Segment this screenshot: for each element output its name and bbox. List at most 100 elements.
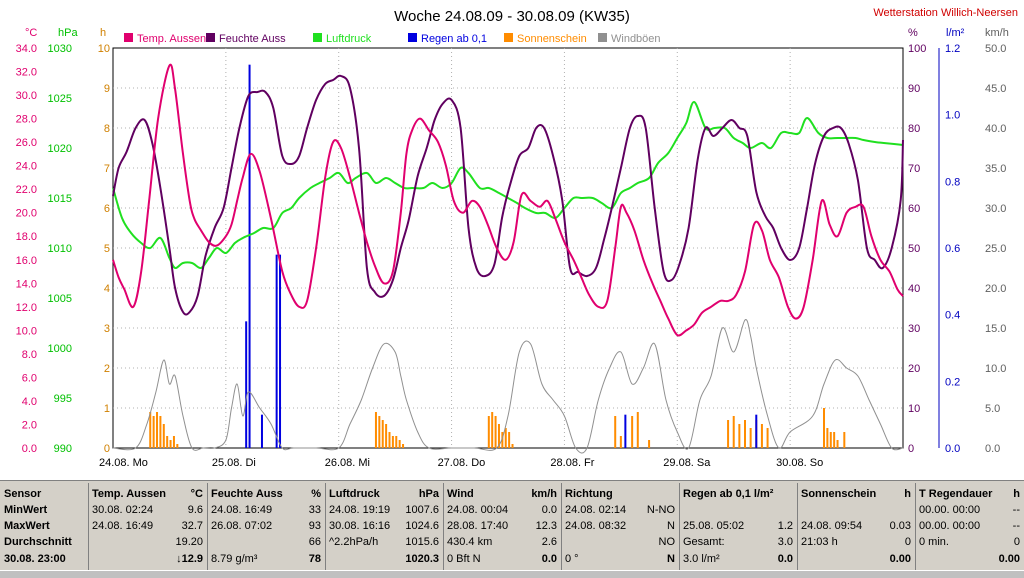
table-row: 24.08. 16:49 32.7 xyxy=(92,519,203,534)
table-row: ↓12.9 xyxy=(92,552,203,567)
x-tick-label: 30.08. So xyxy=(776,457,823,469)
bar-sun xyxy=(159,416,162,448)
axis-tick-label-pressure: 1015 xyxy=(48,193,72,205)
cell-value: 2.6 xyxy=(541,536,557,548)
axis-tick-label-temp: 14.0 xyxy=(16,278,37,290)
bar-sun xyxy=(172,436,175,448)
table-row: 24.08. 02:14 N-NO xyxy=(565,503,675,518)
cell-label: 24.08. 00:04 xyxy=(447,504,509,516)
axis-tick-label-temp: 10.0 xyxy=(16,325,37,337)
row-label: Sensor xyxy=(4,488,42,500)
bar-sun xyxy=(162,424,165,448)
row-label: Durchschnitt xyxy=(4,536,72,548)
axis-tick-label-humidity: 20 xyxy=(908,363,920,375)
cell-label: ^2.2hPa/h xyxy=(329,536,379,548)
bar-sun xyxy=(636,412,639,448)
table-column: Temp. Aussen °C 30.08. 02:24 9.6 24.08. 16:4… xyxy=(88,483,208,573)
legend-swatch xyxy=(408,33,417,42)
axis-tick-label-temp: 24.0 xyxy=(16,161,37,173)
table-row-labels: Sensor MinWert MaxWert Durchschnitt 30.0… xyxy=(0,483,89,573)
cell-value: ↓12.9 xyxy=(176,553,203,565)
cell-label: 0 min. xyxy=(919,536,949,548)
legend-swatch xyxy=(313,33,322,42)
bar-sun xyxy=(823,408,825,448)
table-column: Richtung 24.08. 02:14 N-NO 24.08. 08:32 N NO 0… xyxy=(561,483,680,573)
table-row: 00.00. 00:00 -- xyxy=(919,519,1020,534)
table-row: 0 min. 0 xyxy=(919,535,1020,550)
column-header-unit: % xyxy=(311,488,321,500)
axis-tick-label-pressure: 1020 xyxy=(48,143,72,155)
cell-label: 30.08. 02:24 xyxy=(92,504,154,516)
x-tick-label: 29.08. Sa xyxy=(663,457,711,469)
cell-label: 430.4 km xyxy=(447,536,493,548)
axis-tick-label-pressure: 1030 xyxy=(48,43,72,55)
cell-value: 0.0 xyxy=(777,553,793,565)
cell-value: 32.7 xyxy=(181,520,203,532)
bar-sun xyxy=(738,424,741,448)
cell-value: 0.00 xyxy=(998,553,1020,565)
row-label: MaxWert xyxy=(4,520,50,532)
table-column: Luftdruck hPa 24.08. 19:19 1007.6 30.08. 16:… xyxy=(325,483,444,573)
bar-rain xyxy=(624,414,627,448)
cell-value: 9.6 xyxy=(187,504,203,516)
axis-tick-label-wind: 35.0 xyxy=(985,163,1006,175)
column-header-label: Wind xyxy=(447,488,474,500)
column-header-label: Richtung xyxy=(565,488,613,500)
axis-tick-label-temp: 0.0 xyxy=(22,443,37,455)
table-row: 21:03 h 0 xyxy=(801,535,911,550)
bar-sun xyxy=(631,416,634,448)
bar-sun xyxy=(391,436,394,448)
chart-title: Woche 24.08.09 - 30.08.09 (KW35) xyxy=(394,8,630,25)
chart-grid xyxy=(112,47,904,449)
cell-value: NO xyxy=(658,536,676,548)
legend-label: Temp. Aussen xyxy=(137,33,206,45)
column-header: Sonnenschein h xyxy=(801,487,911,502)
cell-label: 24.08. 02:14 xyxy=(565,504,627,516)
cell-value: 78 xyxy=(308,553,321,565)
column-header-label: T Regendauer xyxy=(919,488,993,500)
axis-tick-label-temp: 34.0 xyxy=(16,43,37,55)
table-row: 66 xyxy=(211,535,321,550)
bar-rain xyxy=(279,254,282,448)
bar-sun xyxy=(511,444,514,448)
axis-tick-label-humidity: 30 xyxy=(908,323,920,335)
bar-sun xyxy=(176,444,179,448)
axis-tick-label-pressure: 1000 xyxy=(48,343,72,355)
bar-sun xyxy=(487,416,490,448)
bar-sun xyxy=(829,432,832,448)
axis-tick-label-humidity: 90 xyxy=(908,83,920,95)
bar-sun xyxy=(843,432,846,448)
column-header: Richtung xyxy=(565,487,675,502)
cell-value: 0 xyxy=(904,536,911,548)
axis-tick-label-temp: 32.0 xyxy=(16,67,37,79)
summary-table: Sensor MinWert MaxWert Durchschnitt 30.0… xyxy=(0,480,1024,578)
column-header-unit: h xyxy=(1013,488,1020,500)
x-tick-label: 24.08. Mo xyxy=(99,457,148,469)
axis-unit-wind: km/h xyxy=(985,27,1009,39)
cell-value: N xyxy=(667,520,675,532)
bar-sun xyxy=(504,428,507,448)
cell-value: -- xyxy=(1012,520,1020,532)
bar-sun xyxy=(395,436,398,448)
x-tick-label: 26.08. Mi xyxy=(325,457,370,469)
bar-sun xyxy=(378,416,381,448)
table-row: 25.08. 05:02 1.2 xyxy=(683,519,793,534)
axis-tick-label-humidity: 80 xyxy=(908,123,920,135)
legend-label: Luftdruck xyxy=(326,33,372,45)
legend-swatch xyxy=(598,33,607,42)
axis-unit-temp: °C xyxy=(25,27,37,39)
table-row: 0 Bft N 0.0 xyxy=(447,552,557,567)
table-row xyxy=(683,503,793,518)
axis-tick-label-temp: 22.0 xyxy=(16,184,37,196)
cell-value: 1015.6 xyxy=(405,536,439,548)
axis-tick-label-sun: 6 xyxy=(104,203,110,215)
table-column: Regen ab 0,1 l/m² 25.08. 05:02 1.2 Gesamt: 3… xyxy=(679,483,798,573)
legend-swatch xyxy=(124,33,133,42)
cell-value: N-NO xyxy=(646,504,675,516)
cell-label: 8.79 g/m³ xyxy=(211,553,258,565)
table-row: 24.08. 09:54 0.03 xyxy=(801,519,911,534)
axis-tick-label-pressure: 1025 xyxy=(48,93,72,105)
bar-sun xyxy=(398,440,401,448)
cell-value: 1020.3 xyxy=(405,553,439,565)
bar-sun xyxy=(149,412,152,448)
